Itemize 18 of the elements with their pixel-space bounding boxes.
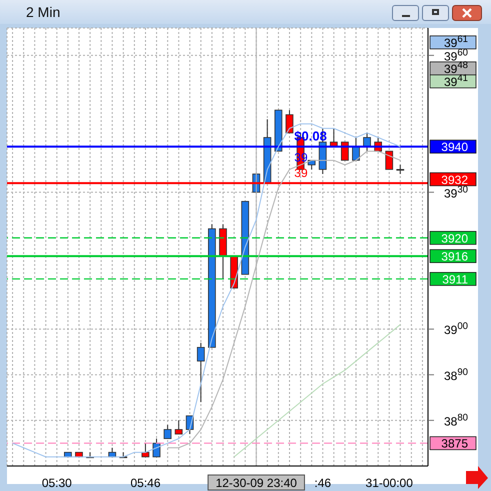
y-tick-label: 38$^{90}$ (444, 366, 468, 383)
x-tick-label: 31-00:00 (366, 476, 414, 490)
x-tick-label: 12-30-09 23:40 (216, 476, 298, 490)
y-tick-label: 39$^{00}$ (444, 320, 468, 338)
x-tick-label: :46 (314, 476, 332, 490)
text: 39$^{61}$ (444, 33, 468, 50)
ref-line-label: 3940 (441, 140, 468, 154)
text: 39$^{41}$ (444, 72, 468, 89)
ref-line-label: 3916 (441, 250, 468, 264)
y-tick-label: 38$^{80}$ (444, 412, 468, 428)
annotation: 39 (294, 166, 308, 180)
ref-line-label: 3920 (441, 231, 468, 246)
annotation: 39 (294, 150, 308, 165)
chart-title: 2 Min (26, 4, 60, 20)
x-tick-label: 05:46 (130, 476, 161, 490)
ref-line-label: 3875 (441, 436, 468, 451)
ref-line-label: 3911 (442, 272, 468, 286)
x-tick-label: 05:30 (42, 476, 72, 490)
